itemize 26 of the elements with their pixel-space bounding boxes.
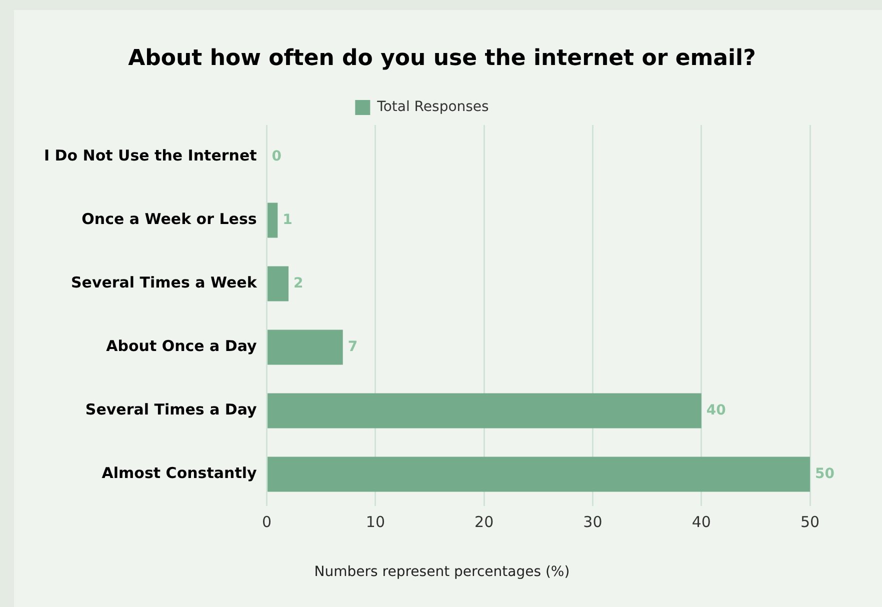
data-label: 50: [815, 466, 835, 482]
data-label: 0: [272, 148, 282, 164]
y-tick-label: I Do Not Use the Internet: [44, 146, 257, 165]
y-tick-label: Several Times a Week: [70, 274, 258, 292]
chart-title: About how often do you use the internet or email?: [127, 46, 757, 71]
y-tick-label: Almost Constantly: [102, 464, 258, 482]
x-tick-label: 30: [583, 512, 602, 531]
data-label: 2: [294, 275, 304, 292]
y-tick-label: Several Times a Day: [85, 400, 258, 419]
x-tick-label: 40: [692, 512, 711, 531]
bar: [268, 393, 702, 428]
data-label: 1: [282, 212, 292, 228]
y-tick-label: About Once a Day: [106, 337, 258, 356]
bar: [268, 266, 289, 302]
x-tick-label: 20: [474, 512, 494, 531]
data-label: 40: [706, 402, 726, 418]
bar: [268, 456, 810, 492]
y-tick-label: Once a Week or Less: [82, 210, 257, 228]
bar: [268, 202, 278, 238]
x-tick-label: 0: [262, 512, 272, 531]
data-label: 7: [348, 338, 358, 355]
legend-label: Total Responses: [376, 99, 489, 116]
bar: [268, 330, 343, 365]
text: Numbers represent percentages (%): [313, 564, 571, 580]
x-tick-label: 10: [366, 512, 385, 531]
x-tick-label: 50: [800, 512, 820, 531]
